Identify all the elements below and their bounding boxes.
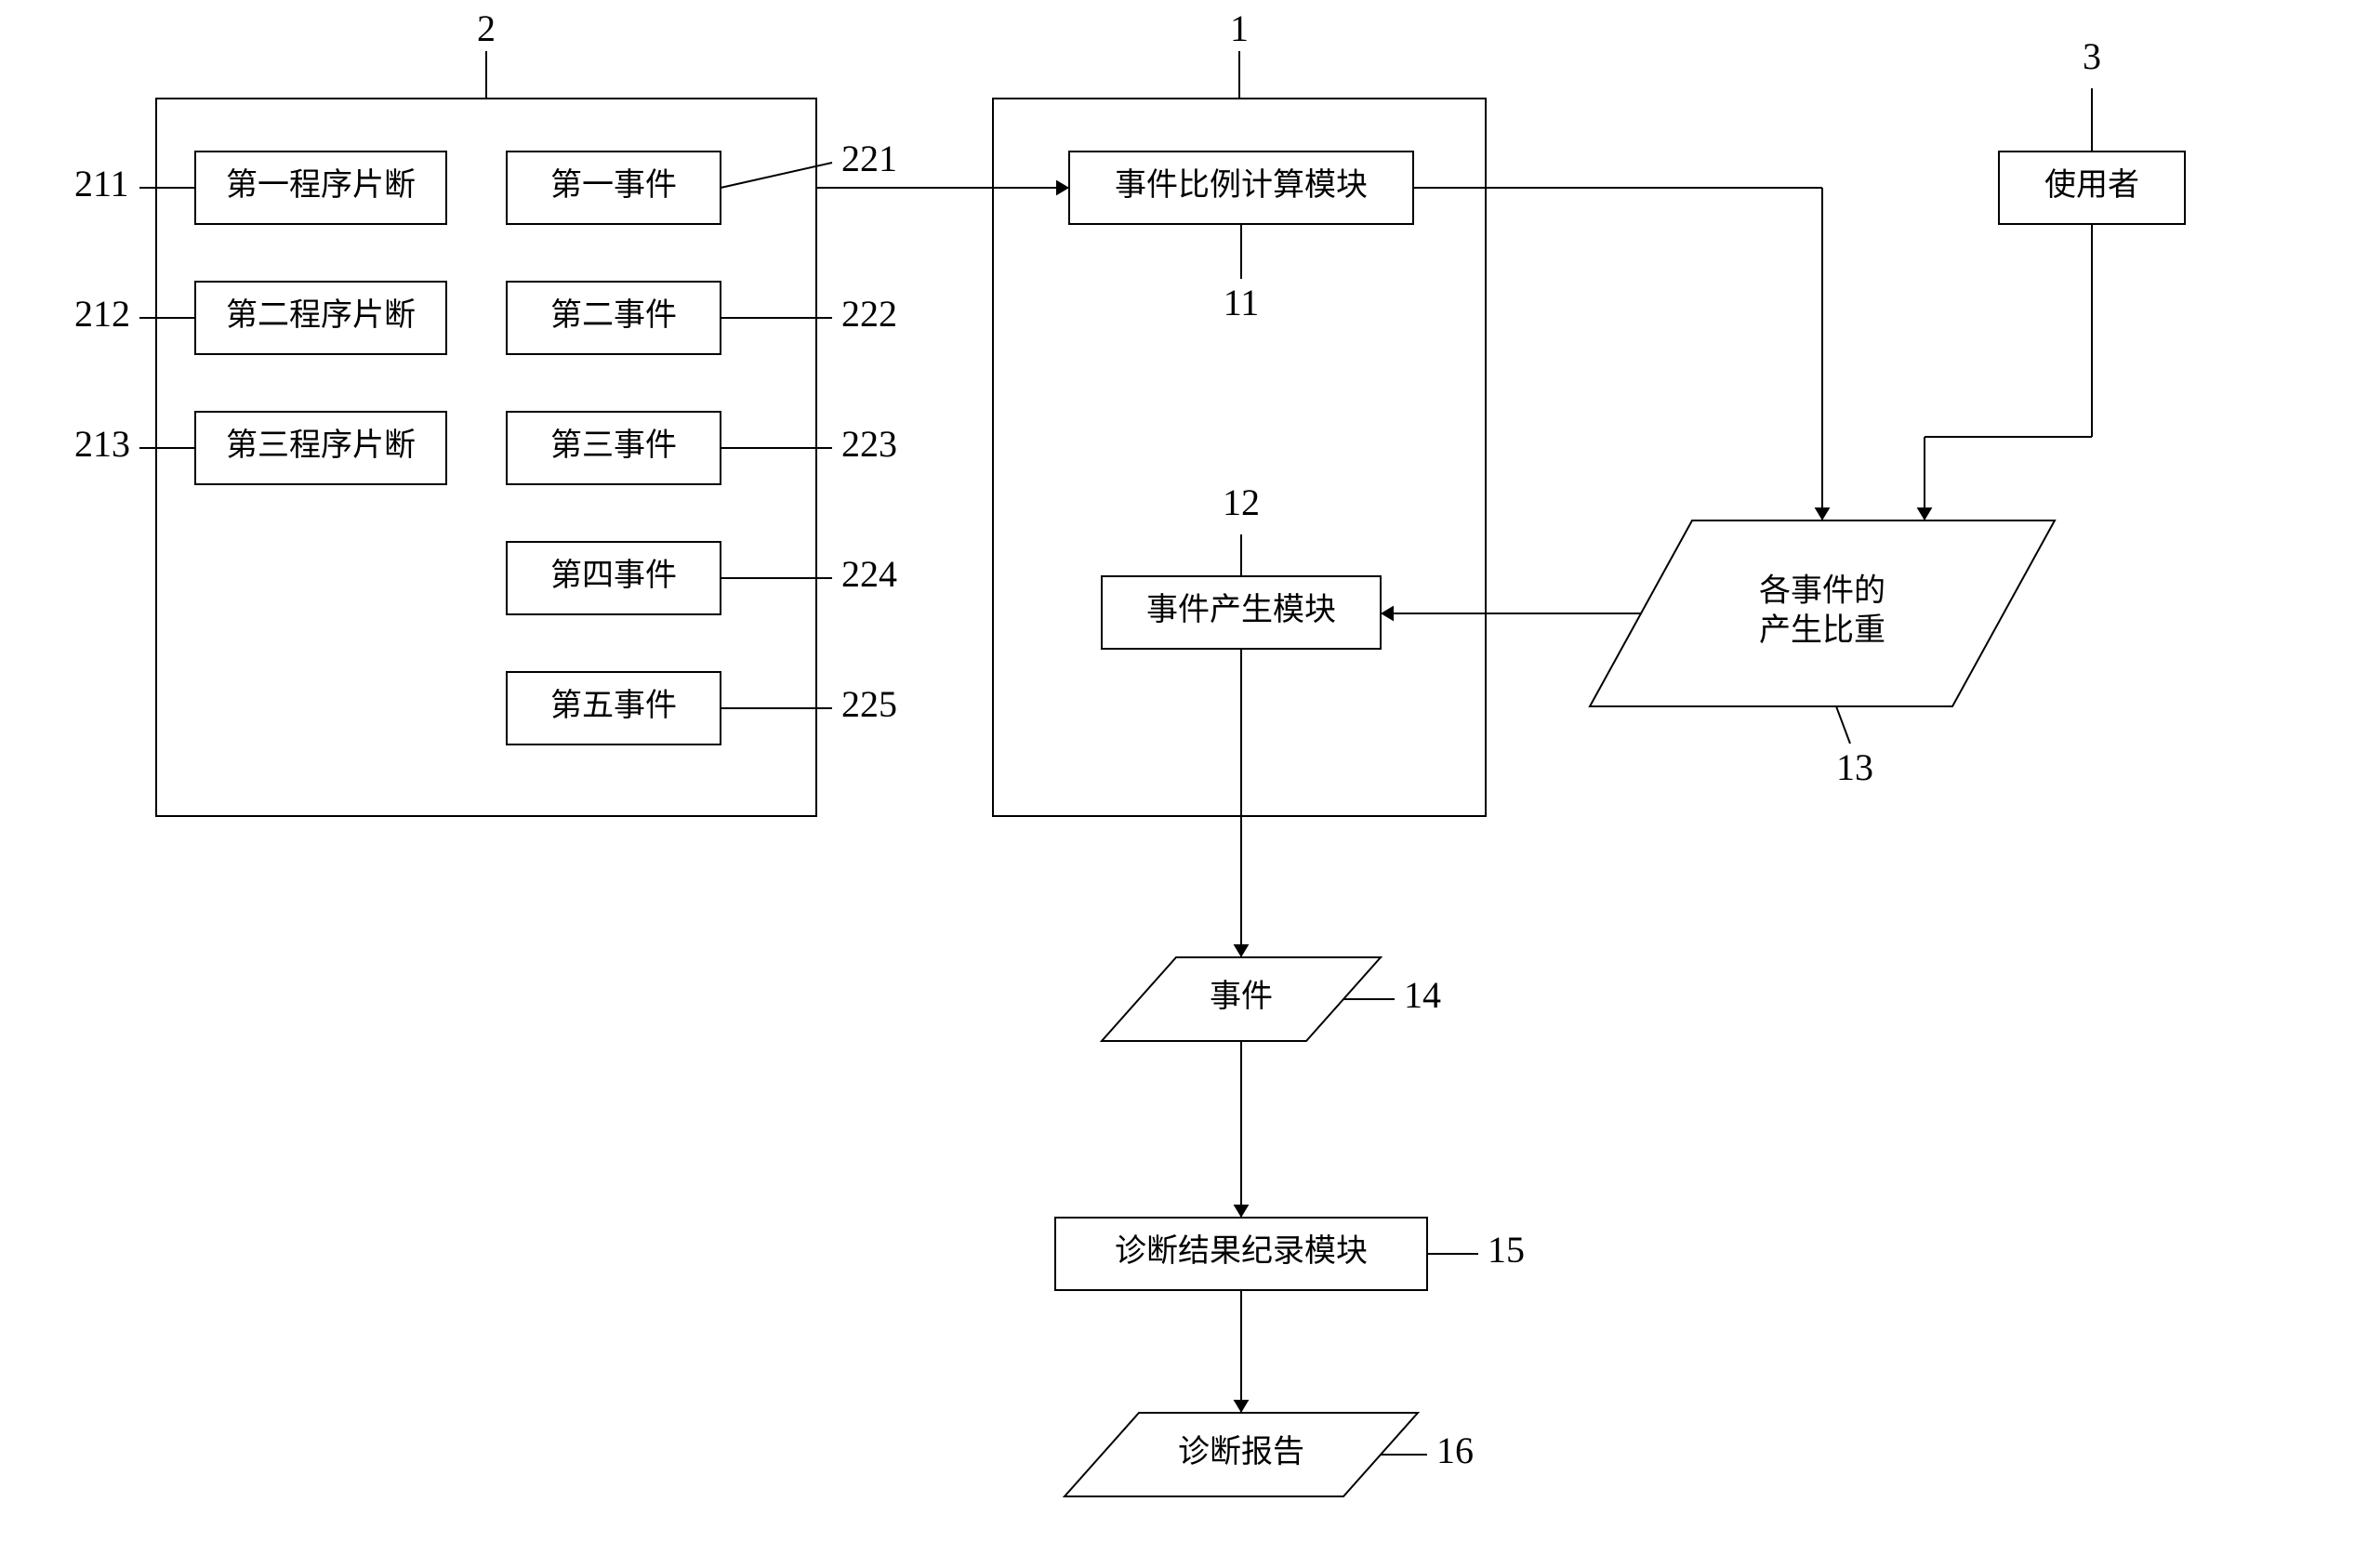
- svg-text:第五事件: 第五事件: [550, 688, 677, 723]
- r15: 诊断结果纪录模块: [1055, 1218, 1427, 1290]
- r224: 第四事件: [507, 542, 721, 614]
- svg-text:224: 224: [841, 553, 897, 595]
- r11: 事件比例计算模块: [1069, 152, 1413, 224]
- r213: 第三程序片断: [195, 412, 446, 484]
- svg-text:各事件的: 各事件的: [1759, 573, 1885, 609]
- svg-text:225: 225: [841, 683, 897, 725]
- p16: 诊断报告: [1065, 1413, 1418, 1496]
- svg-text:事件比例计算模块: 事件比例计算模块: [1115, 167, 1368, 203]
- svg-text:第一事件: 第一事件: [550, 167, 677, 203]
- svg-text:13: 13: [1836, 746, 1873, 788]
- r225: 第五事件: [507, 672, 721, 744]
- svg-text:2: 2: [477, 7, 496, 49]
- svg-text:事件: 事件: [1210, 979, 1273, 1014]
- svg-text:223: 223: [841, 423, 897, 465]
- svg-text:第三事件: 第三事件: [550, 428, 677, 463]
- svg-text:第二事件: 第二事件: [550, 297, 677, 333]
- svg-text:3: 3: [2083, 35, 2101, 77]
- p13: 各事件的产生比重: [1590, 520, 2055, 706]
- r223: 第三事件: [507, 412, 721, 484]
- svg-text:14: 14: [1404, 974, 1441, 1016]
- svg-text:1: 1: [1230, 7, 1249, 49]
- p14: 事件: [1102, 957, 1381, 1041]
- svg-text:211: 211: [74, 163, 129, 204]
- svg-text:212: 212: [74, 293, 130, 335]
- r212: 第二程序片断: [195, 282, 446, 354]
- svg-text:第二程序片断: 第二程序片断: [226, 297, 416, 333]
- r_user: 使用者: [1999, 152, 2185, 224]
- svg-text:222: 222: [841, 293, 897, 335]
- svg-text:事件产生模块: 事件产生模块: [1146, 592, 1336, 627]
- svg-text:第三程序片断: 第三程序片断: [226, 428, 416, 463]
- svg-text:221: 221: [841, 138, 897, 179]
- r222: 第二事件: [507, 282, 721, 354]
- svg-text:产生比重: 产生比重: [1759, 613, 1885, 648]
- svg-text:11: 11: [1224, 282, 1260, 323]
- svg-text:诊断结果纪录模块: 诊断结果纪录模块: [1115, 1233, 1368, 1269]
- svg-text:15: 15: [1488, 1229, 1525, 1271]
- svg-text:第一程序片断: 第一程序片断: [226, 167, 416, 203]
- r12: 事件产生模块: [1102, 576, 1381, 649]
- svg-text:213: 213: [74, 423, 130, 465]
- svg-text:使用者: 使用者: [2044, 167, 2139, 203]
- r221: 第一事件: [507, 152, 721, 224]
- svg-text:诊断报告: 诊断报告: [1178, 1434, 1304, 1469]
- r211: 第一程序片断: [195, 152, 446, 224]
- svg-text:16: 16: [1436, 1430, 1474, 1471]
- svg-text:12: 12: [1223, 481, 1260, 523]
- svg-text:第四事件: 第四事件: [550, 558, 677, 593]
